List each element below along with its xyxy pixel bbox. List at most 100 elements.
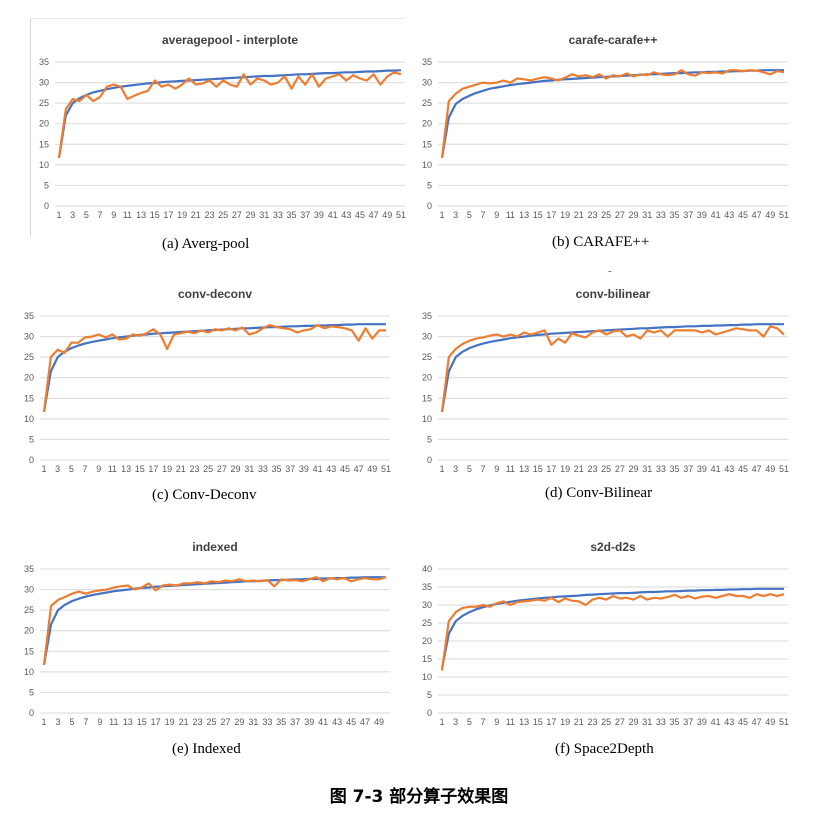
x-tick-label: 11 bbox=[506, 464, 515, 474]
chart-panel-b: carafe-carafe++ 0 5 10 15 20 25 30 35 1 3 5 7 9 11 13 15… bbox=[413, 18, 808, 244]
x-tick-label: 29 bbox=[246, 210, 256, 220]
x-tick-label: 19 bbox=[177, 210, 187, 220]
x-tick-label: 37 bbox=[285, 464, 295, 474]
x-tick-label: 13 bbox=[519, 717, 529, 727]
x-tick-label: 9 bbox=[111, 210, 116, 220]
x-tick-label: 45 bbox=[355, 210, 365, 220]
x-tick-label: 17 bbox=[546, 717, 556, 727]
x-tick-label: 3 bbox=[453, 464, 458, 474]
x-tick-label: 47 bbox=[354, 464, 364, 474]
y-tick-label: 5 bbox=[427, 690, 432, 700]
y-tick-label: 10 bbox=[422, 414, 432, 424]
caption-d: (d) Conv-Bilinear bbox=[545, 485, 653, 501]
x-tick-label: 43 bbox=[724, 717, 734, 727]
x-tick-label: 37 bbox=[683, 210, 693, 220]
x-tick-label: 23 bbox=[587, 464, 597, 474]
x-tick-label: 49 bbox=[382, 210, 392, 220]
x-tick-label: 13 bbox=[519, 210, 529, 220]
y-tick-label: 30 bbox=[39, 78, 49, 88]
y-tick-label: 0 bbox=[29, 708, 34, 718]
x-tick-label: 39 bbox=[304, 717, 314, 727]
x-tick-label: 7 bbox=[481, 210, 486, 220]
x-tick-label: 5 bbox=[467, 464, 472, 474]
x-tick-label: 11 bbox=[506, 717, 515, 727]
x-tick-label: 17 bbox=[546, 210, 556, 220]
x-tick-label: 3 bbox=[70, 210, 75, 220]
x-tick-label: 11 bbox=[506, 210, 515, 220]
y-tick-label: 0 bbox=[427, 708, 432, 718]
x-tick-label: 51 bbox=[381, 464, 391, 474]
x-tick-label: 29 bbox=[234, 717, 244, 727]
y-tick-label: 10 bbox=[24, 667, 34, 677]
x-tick-label: 25 bbox=[601, 717, 611, 727]
x-tick-label: 41 bbox=[711, 464, 721, 474]
chart-title: averagepool - interplote bbox=[162, 33, 298, 47]
x-tick-label: 11 bbox=[109, 717, 118, 727]
x-tick-label: 17 bbox=[163, 210, 173, 220]
x-tick-label: 15 bbox=[533, 717, 543, 727]
x-tick-label: 23 bbox=[193, 717, 203, 727]
x-tick-label: 33 bbox=[656, 464, 666, 474]
x-tick-label: 41 bbox=[318, 717, 328, 727]
x-tick-label: 51 bbox=[396, 210, 406, 220]
y-tick-label: 35 bbox=[422, 311, 432, 321]
x-tick-label: 33 bbox=[656, 717, 666, 727]
x-tick-label: 47 bbox=[752, 717, 762, 727]
x-tick-label: 51 bbox=[779, 210, 789, 220]
y-tick-label: 5 bbox=[427, 434, 432, 444]
x-tick-label: 21 bbox=[179, 717, 189, 727]
y-tick-label: 5 bbox=[29, 434, 34, 444]
x-tick-label: 49 bbox=[367, 464, 377, 474]
x-tick-label: 3 bbox=[453, 717, 458, 727]
x-tick-label: 35 bbox=[670, 717, 680, 727]
x-tick-label: 19 bbox=[162, 464, 172, 474]
series-line-orange bbox=[440, 593, 785, 671]
x-tick-label: 21 bbox=[191, 210, 201, 220]
series-line-orange bbox=[57, 71, 402, 159]
x-tick-label: 23 bbox=[587, 210, 597, 220]
x-tick-label: 39 bbox=[697, 717, 707, 727]
x-tick-label: 37 bbox=[683, 464, 693, 474]
x-tick-label: 9 bbox=[97, 717, 102, 727]
figure-caption: 图 7-3 部分算子效果图 bbox=[329, 787, 509, 807]
chart-panel-d: conv-bilinear 0 5 10 15 20 25 30 35 1 3 5 7 9 11 13 15 17… bbox=[413, 272, 808, 498]
x-tick-label: 31 bbox=[642, 717, 652, 727]
x-tick-label: 19 bbox=[165, 717, 175, 727]
x-tick-label: 11 bbox=[108, 464, 117, 474]
x-tick-label: 27 bbox=[220, 717, 230, 727]
chart-title: conv-bilinear bbox=[576, 287, 651, 301]
stray-mark: - bbox=[608, 265, 612, 277]
x-tick-label: 9 bbox=[96, 464, 101, 474]
y-tick-label: 5 bbox=[29, 687, 34, 697]
x-tick-label: 9 bbox=[494, 717, 499, 727]
y-tick-label: 15 bbox=[422, 139, 432, 149]
series-line-blue bbox=[440, 323, 784, 413]
x-tick-label: 15 bbox=[533, 464, 543, 474]
x-tick-label: 29 bbox=[231, 464, 241, 474]
y-tick-label: 20 bbox=[24, 626, 34, 636]
y-tick-label: 10 bbox=[422, 160, 432, 170]
y-tick-label: 30 bbox=[24, 332, 34, 342]
x-tick-label: 19 bbox=[560, 717, 570, 727]
x-tick-label: 27 bbox=[615, 464, 625, 474]
series-line-orange bbox=[440, 325, 785, 413]
x-tick-label: 1 bbox=[439, 464, 444, 474]
x-tick-label: 27 bbox=[232, 210, 242, 220]
x-tick-label: 13 bbox=[519, 464, 529, 474]
x-tick-label: 37 bbox=[290, 717, 300, 727]
x-tick-label: 25 bbox=[601, 210, 611, 220]
x-tick-label: 43 bbox=[724, 210, 734, 220]
x-tick-label: 49 bbox=[765, 717, 775, 727]
x-tick-label: 31 bbox=[642, 464, 652, 474]
x-tick-label: 33 bbox=[273, 210, 283, 220]
y-tick-label: 25 bbox=[422, 618, 432, 628]
y-tick-label: 35 bbox=[422, 57, 432, 67]
x-tick-label: 47 bbox=[360, 717, 370, 727]
x-tick-label: 35 bbox=[287, 210, 297, 220]
x-tick-label: 1 bbox=[439, 717, 444, 727]
y-tick-label: 0 bbox=[44, 201, 49, 211]
y-tick-label: 15 bbox=[422, 654, 432, 664]
